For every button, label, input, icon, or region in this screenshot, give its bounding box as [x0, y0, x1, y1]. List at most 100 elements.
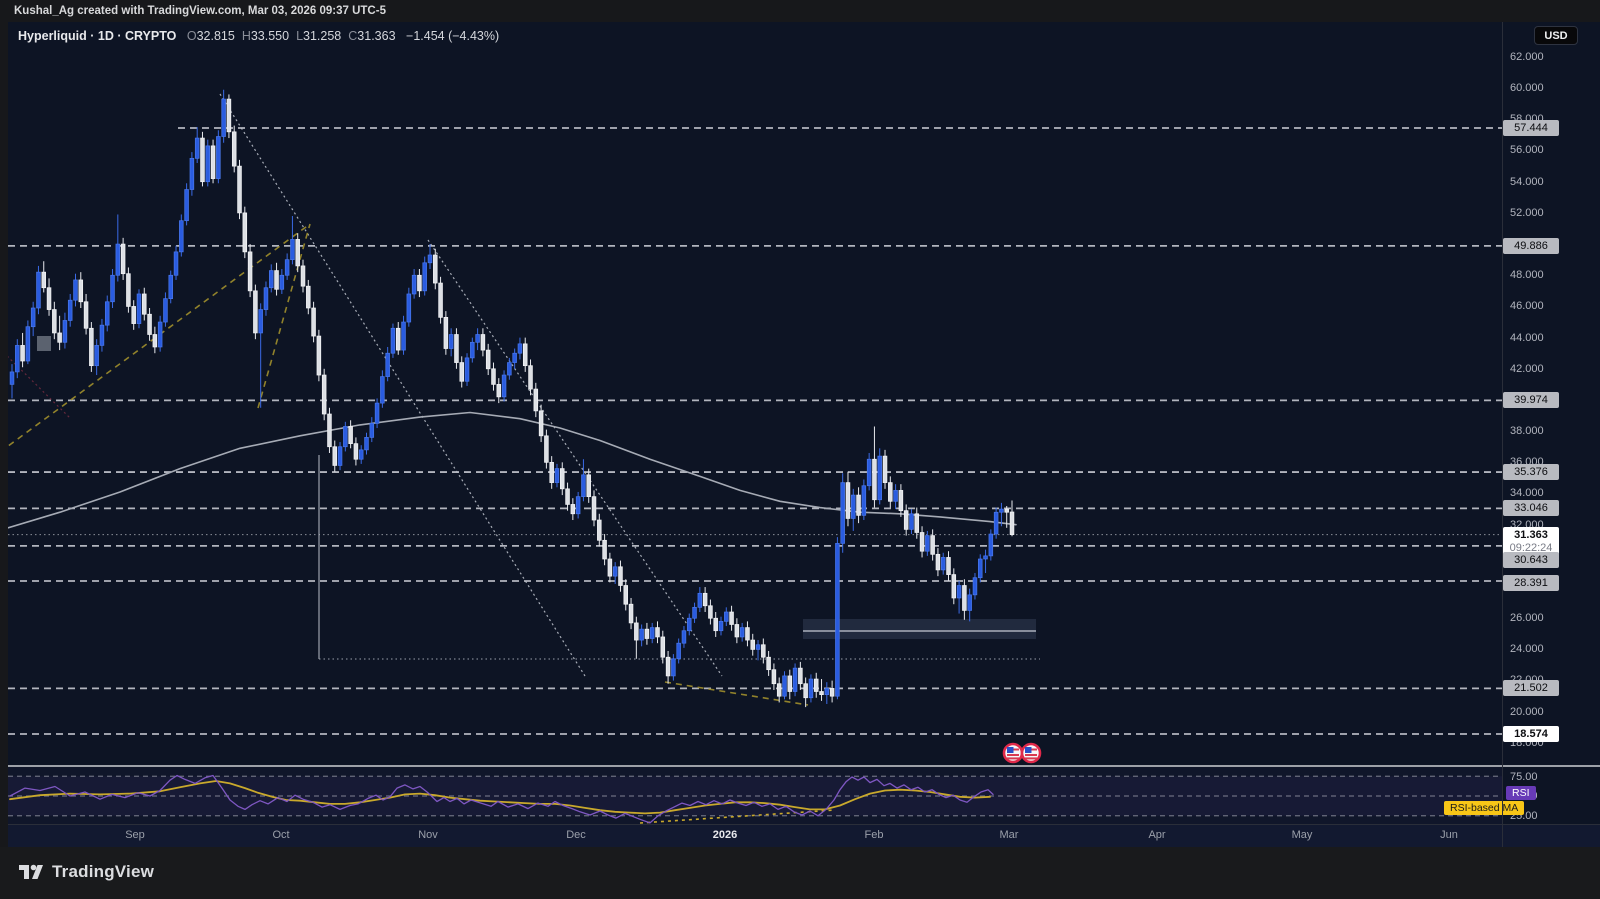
price-level-label: 28.391 — [1503, 575, 1559, 591]
price-level-label: 33.046 — [1503, 500, 1559, 516]
time-axis-label: Sep — [125, 829, 145, 841]
candle-body — [406, 293, 412, 323]
candle-body — [9, 371, 15, 385]
currency-toggle-button[interactable]: USD — [1534, 26, 1578, 45]
pane-separator[interactable] — [8, 765, 1600, 767]
candle-body — [940, 557, 946, 571]
chart-canvas[interactable] — [8, 22, 1600, 847]
candle-body — [168, 274, 173, 299]
change-value: −1.454 (−4.43%) — [406, 29, 500, 43]
candle-body — [1009, 511, 1015, 535]
price-tick: 20.000 — [1510, 706, 1544, 718]
time-axis-background — [8, 824, 1600, 847]
candle-body — [644, 628, 650, 639]
footer-bar: TradingView — [0, 847, 1600, 899]
candle-body — [300, 265, 306, 287]
rsi-tick: 75.00 — [1510, 771, 1538, 783]
candle-body — [840, 482, 845, 544]
candle-body — [866, 458, 872, 487]
tradingview-logo-icon — [19, 864, 43, 879]
candle-body — [364, 437, 369, 451]
candle-body — [284, 259, 290, 276]
candle-body — [30, 307, 36, 328]
candle-body — [607, 558, 613, 577]
candle-body — [438, 282, 443, 318]
candle-body — [993, 511, 999, 535]
candle-body — [152, 334, 158, 348]
candle-body — [581, 474, 586, 497]
candle-body — [533, 388, 539, 412]
candle-body — [464, 357, 470, 382]
tradingview-logo[interactable]: TradingView — [18, 859, 154, 885]
candle-body — [686, 617, 692, 632]
candle-body — [861, 485, 867, 516]
candle-body — [909, 513, 914, 530]
candle-body — [380, 376, 385, 404]
candle-body — [702, 592, 708, 607]
candle-body — [560, 468, 565, 490]
symbol-title[interactable]: Hyperliquid · 1D · CRYPTO — [18, 29, 177, 43]
candle-body — [549, 461, 554, 483]
candle-body — [52, 309, 57, 334]
candle-body — [898, 490, 904, 512]
candle-body — [813, 678, 819, 692]
flag-sticker-icon[interactable] — [1002, 742, 1024, 764]
candle-body — [41, 271, 46, 289]
candle-body — [411, 274, 417, 295]
candle-body — [755, 644, 761, 650]
ohlc-value: 33.550 — [250, 29, 290, 43]
candle-body — [358, 449, 364, 460]
candle-body — [554, 468, 560, 483]
candle-body — [671, 658, 676, 677]
time-axis-label: Feb — [864, 829, 884, 841]
candle-body — [247, 251, 253, 292]
candle-body — [660, 636, 666, 658]
ohlc-value: 32.815 — [196, 29, 235, 43]
candle-body — [184, 189, 189, 222]
candle-body — [327, 413, 332, 448]
candle-body — [94, 345, 99, 367]
candle-body — [454, 334, 459, 363]
price-axis-border — [1502, 22, 1503, 847]
candle-body — [872, 458, 877, 501]
candle-body — [279, 274, 285, 290]
candle-body — [221, 98, 226, 137]
candle-body — [57, 332, 62, 343]
candle-body — [597, 519, 602, 541]
rsi-ma-last-value-badge[interactable]: RSI-based MA — [1444, 801, 1525, 815]
symbol-legend[interactable]: Hyperliquid · 1D · CRYPTO O32.815 H33.550… — [18, 29, 499, 43]
price-level-label: 35.376 — [1503, 464, 1559, 480]
candle-body — [480, 334, 486, 351]
candle-body — [25, 326, 31, 362]
candle-body — [242, 212, 248, 253]
candle-body — [231, 131, 237, 167]
small-gray-box — [37, 336, 51, 351]
candle-body — [385, 352, 390, 377]
candle-body — [258, 309, 263, 334]
candle-body — [734, 624, 740, 638]
candle-body — [935, 553, 941, 571]
candle-body — [78, 279, 84, 303]
candle-body — [443, 317, 449, 349]
rsi-last-value-badge[interactable]: RSI — [1506, 786, 1536, 800]
trendline-lows-yellow — [664, 681, 809, 706]
candle-body — [67, 299, 73, 321]
candle-body — [766, 656, 771, 671]
candle-body — [708, 605, 713, 619]
candle-body — [819, 691, 824, 695]
candle-body — [321, 374, 327, 415]
candle-body — [951, 574, 957, 599]
candle-body — [528, 365, 533, 390]
time-axis-label: May — [1291, 829, 1313, 841]
time-axis-label: Jun — [1440, 829, 1458, 841]
candle-body — [618, 566, 623, 586]
flag-sticker-icon[interactable] — [1020, 742, 1042, 764]
candle-body — [99, 324, 105, 346]
price-tick: 52.000 — [1510, 207, 1544, 219]
price-tick: 34.000 — [1510, 487, 1544, 499]
trendline-up-yellow-steep — [257, 223, 311, 409]
candle-body — [565, 488, 570, 505]
price-tick: 60.000 — [1510, 82, 1544, 94]
candle-body — [348, 426, 353, 444]
chart-widget[interactable]: Hyperliquid · 1D · CRYPTO O32.815 H33.550… — [8, 22, 1600, 847]
